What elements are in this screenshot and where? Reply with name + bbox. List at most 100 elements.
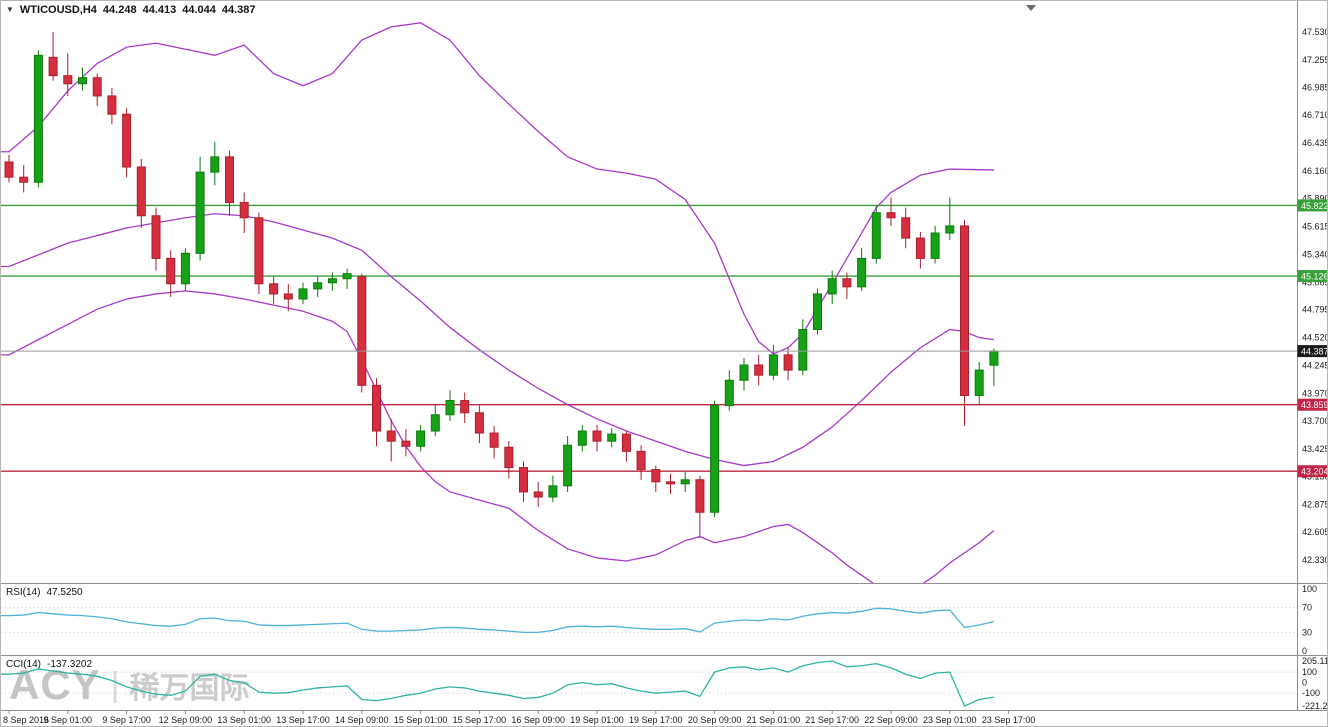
candle-body (710, 405, 720, 513)
candle-body (107, 95, 117, 115)
candle-body (269, 283, 279, 295)
price-axis-label: 47.255 (1302, 55, 1328, 65)
candle (342, 268, 352, 289)
candle-body (48, 56, 58, 77)
candle (915, 232, 925, 269)
cci-axis-label: 205.1173 (1302, 656, 1328, 666)
time-axis-label: 15 Sep 01:00 (394, 715, 448, 725)
price-tag-bg (1297, 270, 1327, 283)
candle-body (19, 176, 29, 183)
rsi-axis-label: 100 (1302, 584, 1317, 594)
candle (19, 164, 29, 193)
candle (886, 197, 896, 226)
candle-body (136, 166, 146, 217)
candle (239, 192, 249, 234)
candle (989, 348, 999, 386)
time-axis-label: 16 Sep 09:00 (511, 715, 565, 725)
bollinger-middle-band (1, 213, 994, 467)
candle-body (386, 430, 396, 442)
candle (122, 108, 132, 178)
candle-body (592, 430, 602, 442)
time-axis-label: 13 Sep 01:00 (217, 715, 271, 725)
main-price-pane[interactable] (1, 22, 1297, 592)
rsi-axis-label: 70 (1302, 603, 1312, 613)
price-tag-text: 43.204 (1301, 467, 1328, 477)
symbol-menu-icon[interactable]: ▼ (6, 4, 14, 14)
price-axis-label: 45.065 (1302, 277, 1328, 287)
candle (592, 424, 602, 452)
candle-body (283, 293, 293, 300)
candle (489, 425, 499, 459)
candle-body (636, 450, 646, 471)
price-axis-label: 46.710 (1302, 110, 1328, 120)
candle-body (298, 288, 308, 300)
candle-body (210, 156, 220, 173)
candle-body (445, 400, 455, 416)
cci-line (1, 660, 995, 707)
time-axis-label: 15 Sep 17:00 (453, 715, 507, 725)
candle (474, 405, 484, 444)
price-axis[interactable]: 47.530 47.255 46.985 46.710 46.435 46.160 45.8… (1297, 1, 1328, 711)
candle (621, 431, 631, 462)
candle (871, 205, 881, 264)
candle (739, 357, 749, 391)
candle-body (768, 354, 778, 376)
time-axis-label: 12 Sep 09:00 (159, 715, 213, 725)
cci-indicator-name: CCI(14) (6, 659, 42, 670)
price-tag-45.126: 45.126 (1297, 270, 1327, 283)
price-axis-label: 42.605 (1302, 527, 1328, 537)
cci-axis-label: -100 (1302, 688, 1320, 698)
candle (283, 283, 293, 312)
symbol-label: WTICOUSD,H4 (19, 4, 97, 16)
rsi-pane[interactable] (1, 607, 1297, 634)
candle (636, 445, 646, 480)
candle (372, 378, 381, 447)
candle-body (724, 379, 734, 407)
candle (724, 370, 734, 411)
candle-body (254, 217, 264, 285)
candle (107, 87, 117, 125)
candle-body (754, 364, 764, 376)
rsi-indicator-name: RSI(14) (6, 587, 41, 598)
rsi-axis-label: 30 (1302, 627, 1312, 637)
price-axis-label: 45.615 (1302, 221, 1328, 231)
candle-body (430, 414, 440, 432)
candle-body (519, 467, 528, 493)
candle-body (901, 217, 911, 239)
candle-body (239, 202, 249, 219)
cci-pane[interactable] (1, 660, 1297, 707)
price-axis-label: 46.985 (1302, 82, 1328, 92)
candle-body (92, 77, 102, 97)
price-axis-label: 47.530 (1302, 27, 1328, 37)
price-tag-43.204: 43.204 (1297, 465, 1328, 478)
price-axis-label: 43.970 (1302, 388, 1328, 398)
candle (327, 272, 337, 291)
candle (313, 276, 323, 297)
price-tag-44.387: 44.387 (1297, 345, 1327, 358)
price-axis-label: 42.875 (1302, 500, 1328, 510)
price-tag-45.822: 45.822 (1297, 199, 1327, 212)
rsi-indicator-value: 47.5250 (46, 587, 83, 598)
candle (357, 273, 367, 393)
time-axis-label: 22 Sep 09:00 (864, 715, 918, 725)
candle-body (357, 276, 367, 386)
price-tag-bg (1297, 465, 1327, 478)
candle (827, 270, 837, 305)
candle (563, 436, 573, 492)
cci-axis-label: 0 (1302, 678, 1307, 688)
chart-shift-marker-icon[interactable] (1026, 5, 1036, 11)
candle-body (945, 225, 955, 234)
candle-body (813, 293, 822, 330)
time-axis-label: 20 Sep 09:00 (688, 715, 742, 725)
candle-body (460, 400, 470, 414)
price-tag-text: 43.859 (1301, 400, 1328, 410)
candle (783, 347, 793, 381)
candle-body (342, 273, 352, 280)
candle (210, 141, 220, 186)
time-axis-label: 9 Sep 17:00 (102, 715, 151, 725)
time-axis-label: 19 Sep 17:00 (629, 715, 683, 725)
candle (386, 418, 396, 462)
